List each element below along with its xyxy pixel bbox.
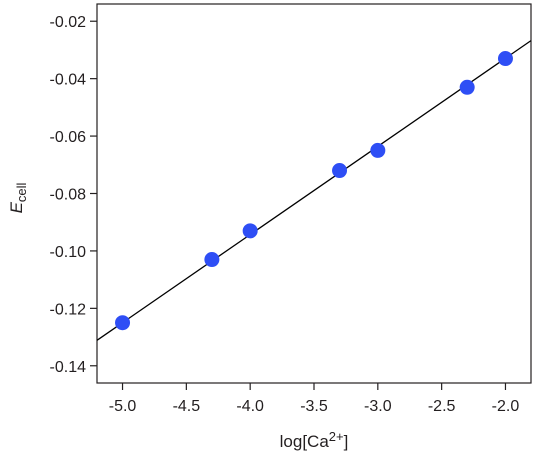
- x-tick-label: -3.5: [300, 398, 328, 415]
- x-tick-label: -2.5: [428, 398, 456, 415]
- x-axis-label: log[Ca2+]: [280, 429, 349, 451]
- y-axis: -0.02 -0.04 -0.06 -0.08 -0.10 -0.12 -0.14: [50, 14, 97, 376]
- data-point: [459, 79, 475, 95]
- data-point: [242, 223, 258, 239]
- y-tick-label: -0.10: [50, 244, 87, 261]
- data-point: [204, 252, 220, 268]
- y-tick-label: -0.08: [50, 187, 87, 204]
- y-tick-label: -0.06: [50, 129, 87, 146]
- x-tick-label: -4.5: [173, 398, 201, 415]
- y-tick-label: -0.12: [50, 301, 87, 318]
- x-tick-label: -2.0: [492, 398, 520, 415]
- data-point: [115, 315, 131, 331]
- data-points: [115, 51, 513, 331]
- data-point: [332, 163, 348, 179]
- y-tick-label: -0.04: [50, 72, 87, 89]
- x-tick-label: -4.0: [236, 398, 264, 415]
- data-point: [370, 142, 386, 158]
- data-point: [497, 51, 513, 67]
- y-tick-label: -0.02: [50, 14, 87, 31]
- y-axis-label: Ecell: [7, 182, 29, 213]
- x-tick-label: -3.0: [364, 398, 392, 415]
- y-tick-label: -0.14: [50, 359, 87, 376]
- plot-frame: [96, 3, 532, 384]
- x-axis: -5.0 -4.5 -4.0 -3.5 -3.0 -2.5 -2.0: [109, 383, 520, 415]
- fit-line: [96, 40, 532, 341]
- x-tick-label: -5.0: [109, 398, 137, 415]
